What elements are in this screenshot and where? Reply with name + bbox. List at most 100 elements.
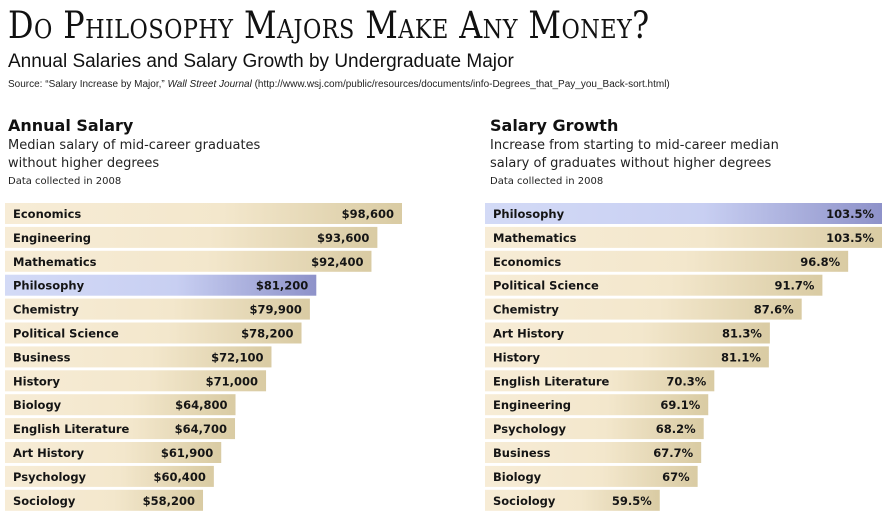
bar-value-label: $64,800 (175, 398, 227, 412)
bar-value-label: 91.7% (774, 279, 814, 293)
bar (485, 442, 702, 463)
bar (5, 250, 372, 272)
bar-category-label: History (13, 374, 60, 388)
salary-growth-chart: Philosophy 103.5% Mathematics 103.5% Economi… (485, 203, 882, 511)
bar-value-label: 96.8% (800, 255, 840, 269)
bar (5, 298, 310, 320)
bar-value-label: 81.3% (722, 327, 762, 341)
bar-category-label: Biology (13, 398, 62, 412)
bar-highlight (5, 274, 317, 296)
bar-row-history: History $71,000 (5, 370, 267, 392)
bar-value-label: $58,200 (143, 494, 195, 508)
bar (5, 418, 236, 440)
bar-category-label: Political Science (13, 327, 119, 341)
bar-value-label: $71,000 (206, 374, 258, 388)
bar-value-label: $60,400 (153, 470, 205, 484)
bar-category-label: Chemistry (13, 303, 79, 317)
bar-value-label: $64,700 (175, 422, 227, 436)
source-citation: Source: “Salary Increase by Major,” Wall… (8, 79, 670, 90)
bar-row-art-history: Art History $61,900 (5, 442, 222, 463)
bar-row-chemistry: Chemistry 87.6% (485, 298, 802, 320)
bar-value-label: $61,900 (161, 446, 213, 460)
bar-row-mathematics: Mathematics 103.5% (485, 226, 882, 248)
bar-row-english-literature: English Literature $64,700 (5, 418, 236, 440)
bar-value-label: $72,100 (211, 350, 263, 364)
bar (485, 489, 660, 511)
bar-category-label: Political Science (493, 279, 599, 293)
bar-row-philosophy: Philosophy 103.5% (485, 203, 882, 224)
bar-category-label: Engineering (493, 398, 571, 412)
bar-row-economics: Economics $98,600 (5, 203, 402, 224)
bar (5, 346, 272, 368)
bar-value-label: $81,200 (256, 279, 308, 293)
bar-category-label: Economics (13, 207, 81, 221)
bar-row-sociology: Sociology $58,200 (5, 489, 204, 511)
bar-value-label: 68.2% (656, 422, 696, 436)
bar (5, 226, 378, 248)
bar-highlight (485, 203, 882, 224)
growth-panel-note: Data collected in 2008 (490, 176, 604, 187)
bar (485, 418, 704, 440)
bar-row-economics: Economics 96.8% (485, 250, 849, 272)
growth-panel-description: Increase from starting to mid-career med… (490, 138, 779, 171)
bar-value-label: $92,400 (311, 255, 363, 269)
annual-salary-chart: Economics $98,600 Engineering $93,600 Mathem… (5, 203, 402, 511)
bar (5, 203, 402, 224)
bar-row-engineering: Engineering $93,600 (5, 226, 378, 248)
bar-category-label: Art History (493, 327, 565, 341)
bar (5, 489, 204, 511)
bar-row-biology: Biology $64,800 (5, 394, 236, 416)
bar-category-label: Chemistry (493, 303, 559, 317)
bar-row-engineering: Engineering 69.1% (485, 394, 709, 416)
bar-row-biology: Biology 67% (485, 465, 698, 487)
salary-panel-note: Data collected in 2008 (8, 176, 122, 187)
bar-value-label: 81.1% (721, 350, 761, 364)
bar (485, 370, 715, 392)
bar-row-business: Business 67.7% (485, 442, 702, 463)
bar-value-label: 67.7% (653, 446, 693, 460)
bar-value-label: 59.5% (612, 494, 652, 508)
source-publication: Wall Street Journal (167, 79, 252, 90)
bar (485, 226, 882, 248)
bar (5, 442, 222, 463)
bar-category-label: Mathematics (493, 231, 577, 245)
growth-panel-title: Salary Growth (490, 116, 619, 135)
salary-panel-description: Median salary of mid-career graduates wi… (8, 138, 261, 171)
bar (485, 274, 823, 296)
bar-category-label: English Literature (493, 374, 610, 388)
bar-category-label: Psychology (493, 422, 567, 436)
bar-row-business: Business $72,100 (5, 346, 272, 368)
bar-category-label: Philosophy (493, 207, 565, 221)
bar-row-political-science: Political Science 91.7% (485, 274, 823, 296)
bar (5, 322, 302, 344)
bar-value-label: $79,900 (250, 303, 302, 317)
bar-category-label: Business (13, 350, 71, 364)
bar (485, 322, 770, 344)
bar-category-label: English Literature (13, 422, 130, 436)
bar (5, 465, 214, 487)
bar-category-label: History (493, 350, 540, 364)
bar-row-art-history: Art History 81.3% (485, 322, 770, 344)
bar-value-label: 70.3% (666, 374, 706, 388)
bar-value-label: 103.5% (826, 207, 874, 221)
bar-category-label: Sociology (13, 494, 76, 508)
bar (5, 394, 236, 416)
bar-value-label: 87.6% (754, 303, 794, 317)
bar-category-label: Engineering (13, 231, 91, 245)
bar (485, 250, 849, 272)
bar-category-label: Economics (493, 255, 561, 269)
bar-row-mathematics: Mathematics $92,400 (5, 250, 372, 272)
bar-category-label: Mathematics (13, 255, 97, 269)
bar-category-label: Business (493, 446, 551, 460)
bar (485, 298, 802, 320)
bar-value-label: 69.1% (660, 398, 700, 412)
salary-panel-title: Annual Salary (8, 116, 134, 135)
source-url: (http://www.wsj.com/public/resources/doc… (251, 79, 670, 90)
bar-row-sociology: Sociology 59.5% (485, 489, 660, 511)
bar (485, 394, 709, 416)
bar-value-label: 67% (662, 470, 690, 484)
bar-value-label: $98,600 (342, 207, 394, 221)
bar-row-political-science: Political Science $78,200 (5, 322, 302, 344)
bar-category-label: Biology (493, 470, 542, 484)
